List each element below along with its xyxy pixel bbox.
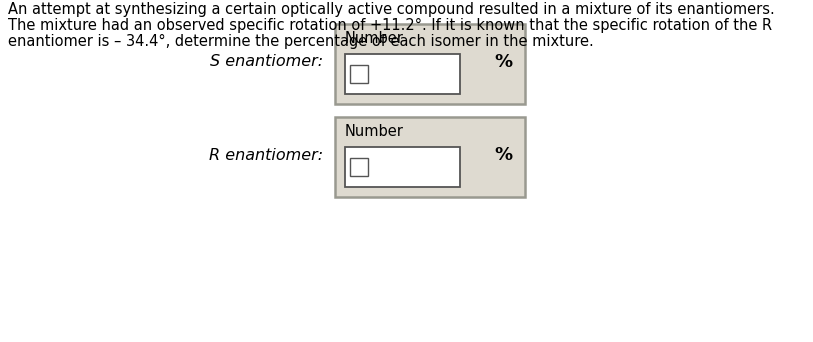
Text: enantiomer is – 34.4°, determine the percentage of each isomer in the mixture.: enantiomer is – 34.4°, determine the per…	[8, 34, 593, 49]
Text: Number: Number	[345, 124, 404, 139]
Text: An attempt at synthesizing a certain optically active compound resulted in a mix: An attempt at synthesizing a certain opt…	[8, 2, 775, 17]
Text: R enantiomer:: R enantiomer:	[209, 147, 323, 162]
Text: S enantiomer:: S enantiomer:	[210, 54, 323, 69]
Text: Number: Number	[345, 31, 404, 46]
Text: %: %	[494, 53, 512, 71]
FancyBboxPatch shape	[335, 24, 525, 104]
FancyBboxPatch shape	[335, 117, 525, 197]
Text: %: %	[494, 146, 512, 164]
FancyBboxPatch shape	[345, 54, 460, 94]
FancyBboxPatch shape	[350, 65, 368, 83]
FancyBboxPatch shape	[350, 158, 368, 176]
Text: The mixture had an observed specific rotation of +11.2°. If it is known that the: The mixture had an observed specific rot…	[8, 18, 772, 33]
FancyBboxPatch shape	[345, 147, 460, 187]
